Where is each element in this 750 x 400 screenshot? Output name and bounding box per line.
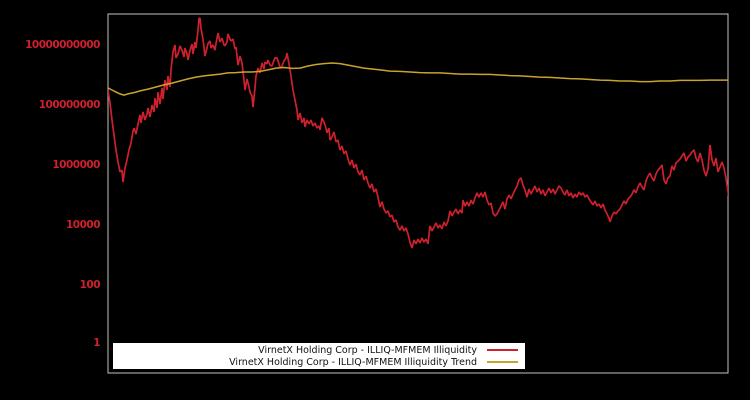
illiquidity-line: [108, 17, 728, 249]
legend-item-illiquidity: VirnetX Holding Corp - ILLIQ-MFMEM Illiq…: [113, 344, 525, 356]
legend-line-sample-illiquidity: [487, 349, 518, 351]
illiquidity-trend-line: [108, 62, 728, 96]
legend-label-illiquidity: VirnetX Holding Corp - ILLIQ-MFMEM Illiq…: [258, 344, 477, 356]
plot-border: [107, 13, 729, 374]
legend-label-illiquidity-trend: VirnetX Holding Corp - ILLIQ-MFMEM Illiq…: [229, 356, 477, 368]
y-axis-tick-label-1e4: 10000: [65, 219, 101, 231]
y-axis-tick-label-1: 1: [93, 337, 100, 349]
y-axis-tick-label-1e6: 1000000: [52, 159, 100, 171]
y-axis-tick-label-1e8: 100000000: [38, 99, 101, 111]
legend: VirnetX Holding Corp - ILLIQ-MFMEM Illiq…: [113, 343, 525, 369]
legend-line-sample-illiquidity-trend: [487, 361, 518, 363]
legend-item-illiquidity-trend: VirnetX Holding Corp - ILLIQ-MFMEM Illiq…: [113, 356, 525, 368]
y-axis-tick-label-1e10: 10000000000: [25, 39, 100, 51]
y-axis-tick-label-1e2: 100: [79, 279, 101, 291]
